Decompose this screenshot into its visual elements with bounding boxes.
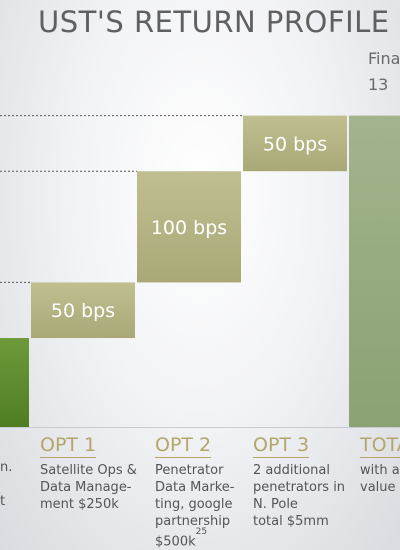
column-opt3-text: OPT 3 2 additional penetrators in N. Pol… [253, 433, 349, 530]
base-desc-line-2 [0, 476, 20, 493]
column-opt1-text: OPT 1 Satellite Ops & Data Manage- ment … [40, 433, 148, 513]
column-opt2-text: OPT 2 Penetrator Data Marke- ting, googl… [155, 433, 247, 550]
base-bar [0, 338, 29, 427]
opt1-desc-line-2: Data Manage- [40, 479, 148, 496]
opt1-desc-line-1: Satellite Ops & [40, 462, 148, 479]
opt2-desc-line-5: $500k [155, 534, 196, 549]
total-bar [349, 116, 400, 427]
step-label-opt3: 50 bps [263, 133, 327, 155]
opt2-desc-line-1: Penetrator [155, 462, 247, 479]
column-base-text: n. t [0, 433, 20, 510]
opt3-desc-line-4: total $5mm [253, 513, 349, 530]
opt3-desc-line-1: 2 additional [253, 462, 349, 479]
column-total-text: TOTA with a value s [360, 433, 400, 496]
opt1-desc-line-3: ment $250k [40, 496, 148, 513]
step-label-opt2: 100 bps [151, 217, 227, 239]
opt3-desc-line-2: penetrators in [253, 479, 349, 496]
opt1-heading: OPT 1 [40, 433, 96, 458]
opt3-heading: OPT 3 [253, 433, 309, 458]
base-desc-line-3: t [0, 493, 20, 510]
total-desc-line-2: value s [360, 479, 400, 496]
total-desc-line-1: with a [360, 462, 400, 479]
opt3-desc-line-3: N. Pole [253, 496, 349, 513]
footnote-marker: 25 [196, 527, 207, 537]
opt2-heading: OPT 2 [155, 433, 211, 458]
opt2-desc-line-2: Data Marke- [155, 479, 247, 496]
opt2-desc-line-3: ting, google [155, 496, 247, 513]
step-label-opt1: 50 bps [51, 300, 115, 322]
total-heading: TOTA [360, 433, 400, 458]
base-desc-line-1: n. [0, 459, 20, 476]
